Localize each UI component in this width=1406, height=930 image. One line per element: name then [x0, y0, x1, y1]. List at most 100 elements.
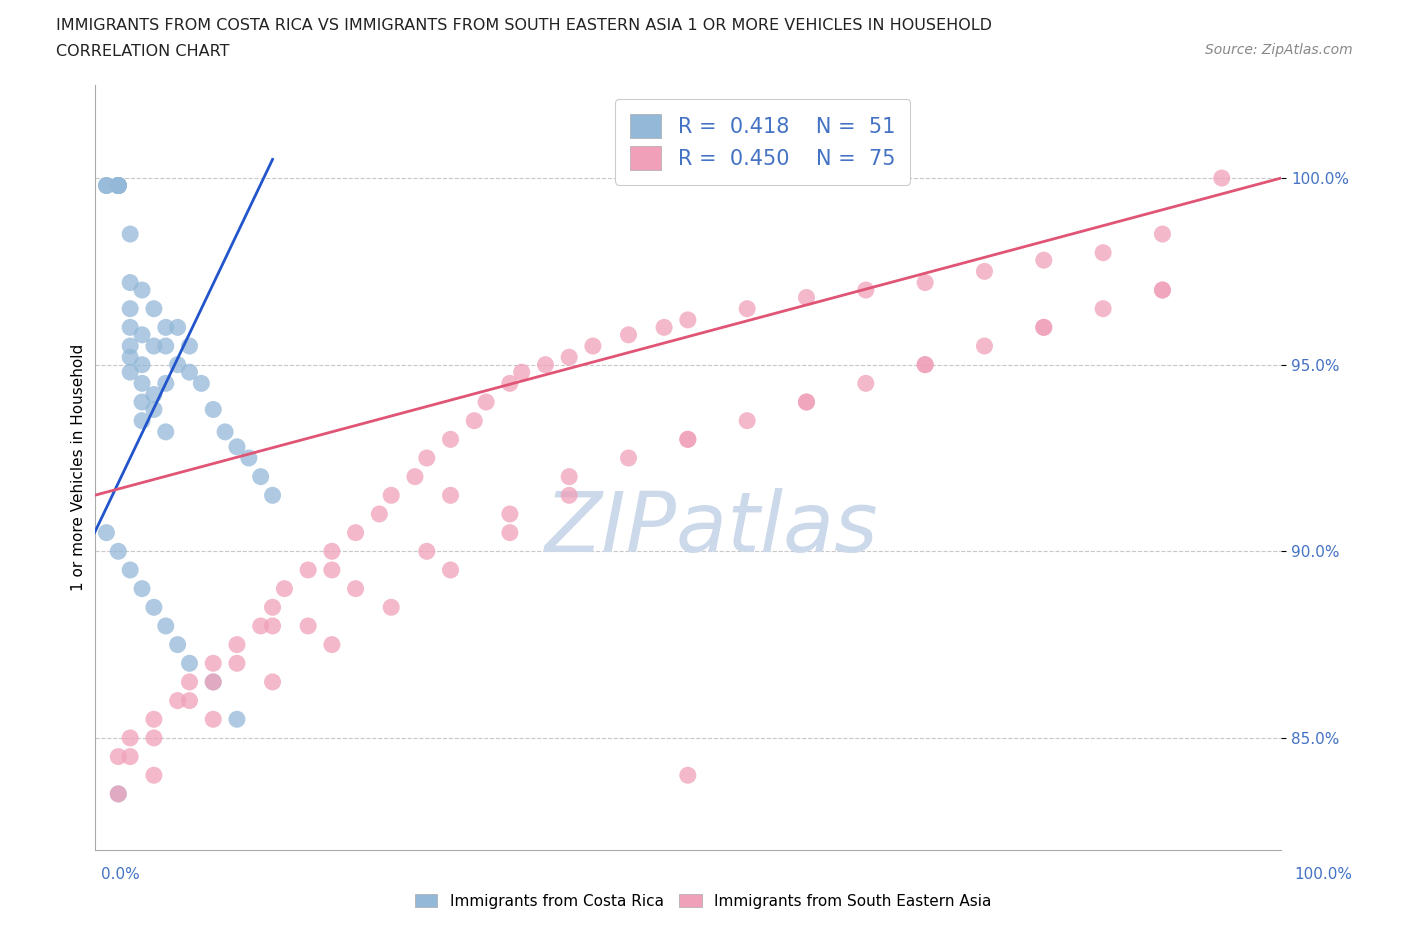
Point	[249, 470, 271, 485]
Point	[120, 750, 142, 764]
Point	[796, 394, 818, 409]
Point	[914, 357, 936, 372]
Point	[120, 563, 142, 578]
Point	[676, 432, 699, 446]
Point	[262, 674, 284, 689]
Point	[416, 450, 439, 465]
Point	[107, 787, 129, 802]
Point	[142, 402, 165, 417]
Point	[107, 787, 129, 802]
Point	[1152, 283, 1174, 298]
Point	[499, 376, 522, 391]
Point	[796, 394, 818, 409]
Point	[416, 544, 439, 559]
Point	[499, 507, 522, 522]
Point	[582, 339, 605, 353]
Point	[142, 730, 165, 745]
Point	[131, 581, 153, 596]
Point	[617, 327, 640, 342]
Point	[202, 711, 225, 726]
Point	[344, 525, 367, 540]
Point	[120, 320, 142, 335]
Point	[499, 525, 522, 540]
Point	[131, 327, 153, 342]
Point	[120, 350, 142, 365]
Legend: Immigrants from Costa Rica, Immigrants from South Eastern Asia: Immigrants from Costa Rica, Immigrants f…	[408, 887, 998, 915]
Point	[914, 275, 936, 290]
Point	[120, 275, 142, 290]
Point	[973, 339, 995, 353]
Point	[676, 312, 699, 327]
Point	[1152, 227, 1174, 242]
Point	[226, 711, 249, 726]
Point	[735, 413, 758, 428]
Point	[96, 178, 118, 193]
Point	[214, 424, 236, 439]
Point	[96, 178, 118, 193]
Point	[155, 339, 177, 353]
Point	[120, 365, 142, 379]
Point	[855, 283, 877, 298]
Text: Source: ZipAtlas.com: Source: ZipAtlas.com	[1205, 43, 1353, 57]
Point	[190, 376, 212, 391]
Point	[439, 432, 461, 446]
Point	[166, 357, 188, 372]
Point	[107, 178, 129, 193]
Point	[855, 376, 877, 391]
Point	[1092, 246, 1115, 260]
Point	[142, 711, 165, 726]
Point	[179, 656, 201, 671]
Point	[131, 394, 153, 409]
Point	[142, 387, 165, 402]
Point	[273, 581, 295, 596]
Point	[120, 339, 142, 353]
Point	[120, 227, 142, 242]
Point	[131, 413, 153, 428]
Point	[107, 178, 129, 193]
Point	[142, 339, 165, 353]
Legend: R =  0.418    N =  51, R =  0.450    N =  75: R = 0.418 N = 51, R = 0.450 N = 75	[616, 99, 910, 185]
Point	[404, 470, 426, 485]
Point	[321, 637, 343, 652]
Point	[796, 290, 818, 305]
Point	[380, 600, 402, 615]
Point	[439, 563, 461, 578]
Point	[142, 768, 165, 783]
Point	[226, 439, 249, 454]
Point	[142, 301, 165, 316]
Point	[107, 178, 129, 193]
Point	[439, 488, 461, 503]
Point	[155, 376, 177, 391]
Point	[202, 656, 225, 671]
Point	[297, 618, 319, 633]
Point	[155, 618, 177, 633]
Point	[475, 394, 498, 409]
Point	[735, 301, 758, 316]
Point	[558, 350, 581, 365]
Point	[262, 600, 284, 615]
Point	[166, 320, 188, 335]
Point	[131, 283, 153, 298]
Point	[142, 600, 165, 615]
Point	[368, 507, 391, 522]
Point	[179, 674, 201, 689]
Point	[321, 544, 343, 559]
Text: CORRELATION CHART: CORRELATION CHART	[56, 44, 229, 59]
Point	[1032, 320, 1054, 335]
Point	[238, 450, 260, 465]
Point	[96, 525, 118, 540]
Point	[179, 693, 201, 708]
Point	[131, 376, 153, 391]
Point	[155, 320, 177, 335]
Point	[179, 339, 201, 353]
Text: 100.0%: 100.0%	[1295, 867, 1353, 882]
Point	[107, 178, 129, 193]
Text: IMMIGRANTS FROM COSTA RICA VS IMMIGRANTS FROM SOUTH EASTERN ASIA 1 OR MORE VEHIC: IMMIGRANTS FROM COSTA RICA VS IMMIGRANTS…	[56, 18, 993, 33]
Point	[1032, 253, 1054, 268]
Point	[510, 365, 533, 379]
Point	[617, 450, 640, 465]
Point	[107, 178, 129, 193]
Point	[120, 301, 142, 316]
Point	[226, 656, 249, 671]
Point	[558, 488, 581, 503]
